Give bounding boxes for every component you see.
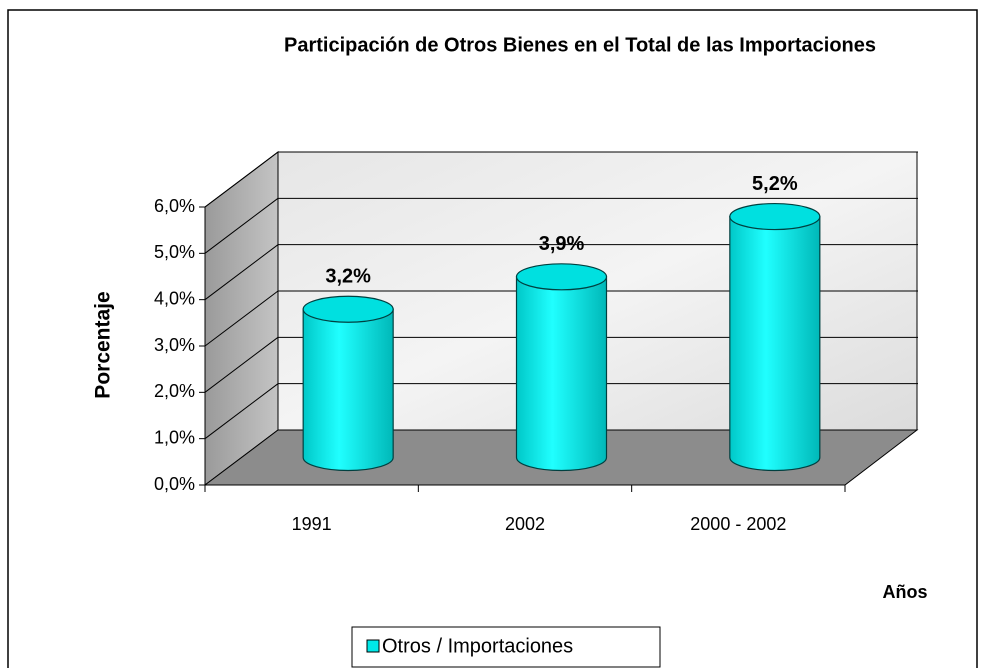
cylinder-top xyxy=(515,263,608,291)
y-tick-label: 4,0% xyxy=(154,288,195,308)
chart-title: Participación de Otros Bienes en el Tota… xyxy=(284,34,876,56)
legend-box xyxy=(351,626,661,668)
grid-line xyxy=(204,151,279,208)
y-tick-label: 1,0% xyxy=(154,427,195,447)
frame xyxy=(7,9,978,668)
y-tick-label: 6,0% xyxy=(154,196,195,216)
value-label: 3,2% xyxy=(325,266,371,288)
y-tick-label: 2,0% xyxy=(154,381,195,401)
grid-line xyxy=(204,383,279,440)
cylinder-top xyxy=(729,202,821,231)
grid-line xyxy=(204,290,279,347)
cylinder-top xyxy=(302,295,394,323)
cylinder xyxy=(302,308,394,472)
grid-line xyxy=(204,244,279,301)
y-axis-label: Porcentaje xyxy=(92,291,115,398)
x-tick-label: 2002 xyxy=(505,514,545,534)
grid-line xyxy=(204,197,279,254)
legend-swatch xyxy=(366,639,380,653)
cylinder xyxy=(515,276,608,472)
x-axis-label: Años xyxy=(883,582,928,602)
y-tick-label: 5,0% xyxy=(154,242,195,262)
cylinder xyxy=(729,215,821,472)
value-label: 3,9% xyxy=(539,233,585,255)
y-tick-label: 3,0% xyxy=(154,335,195,355)
grid-line xyxy=(204,336,279,393)
x-tick-label: 2000 - 2002 xyxy=(690,514,786,534)
x-tick-label: 1991 xyxy=(292,514,332,534)
value-label: 5,2% xyxy=(752,173,798,195)
y-tick-label: 0,0% xyxy=(154,474,195,494)
legend-label: Otros / Importaciones xyxy=(382,635,573,657)
